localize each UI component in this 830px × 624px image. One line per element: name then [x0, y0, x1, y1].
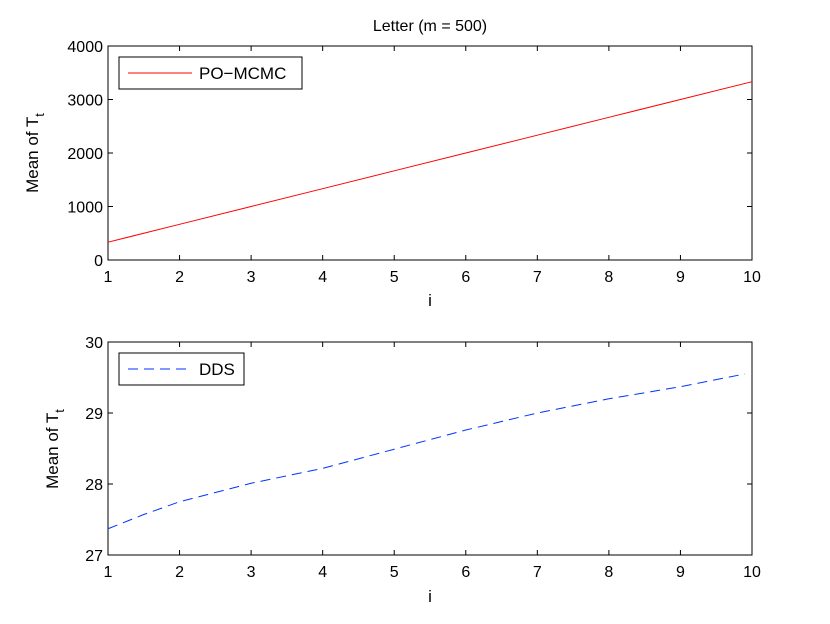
- x-tick-label: 9: [676, 269, 685, 286]
- top-y-axis-label-sub: t: [32, 113, 47, 117]
- top-y-axis-label-main: Mean of T: [23, 117, 42, 193]
- x-tick-label: 5: [390, 269, 399, 286]
- x-tick-label: 7: [533, 269, 542, 286]
- top-ticks: 1 2 3 4 5 6 7 8 9 10 0 1000 2000 3000 4000: [67, 39, 761, 286]
- bottom-y-axis-label: Mean of Tt: [43, 409, 67, 489]
- top-legend: PO−MCMC: [118, 56, 303, 90]
- x-tick-label: 8: [604, 564, 613, 581]
- bottom-x-axis-label: i: [428, 587, 432, 606]
- bottom-y-axis-label-main: Mean of T: [43, 413, 62, 489]
- bottom-panel: 1 2 3 4 5 6 7 8 9 10 27 28 29 30 i Mean of Tt DDS: [43, 335, 761, 606]
- top-x-axis-label: i: [428, 291, 432, 310]
- x-tick-label: 4: [318, 564, 327, 581]
- x-tick-label: 2: [175, 269, 184, 286]
- bottom-ticks: 1 2 3 4 5 6 7 8 9 10 27 28 29 30: [85, 335, 761, 581]
- x-tick-label: 10: [743, 564, 761, 581]
- x-tick-label: 7: [533, 564, 542, 581]
- y-tick-label: 29: [85, 406, 103, 423]
- y-tick-label: 1000: [67, 200, 103, 217]
- y-tick-label: 3000: [67, 93, 103, 110]
- x-tick-label: 1: [104, 269, 113, 286]
- bottom-series: [107, 373, 745, 530]
- y-tick-label: 4000: [67, 39, 103, 56]
- x-tick-label: 5: [390, 564, 399, 581]
- x-tick-label: 3: [247, 564, 256, 581]
- y-tick-label: 27: [85, 548, 103, 565]
- top-series: [107, 81, 753, 243]
- x-tick-label: 6: [461, 269, 470, 286]
- y-tick-label: 30: [85, 335, 103, 352]
- y-tick-label: 28: [85, 477, 103, 494]
- chart-title: Letter (m = 500): [373, 18, 487, 35]
- top-legend-label: PO−MCMC: [199, 64, 286, 83]
- x-tick-label: 4: [318, 269, 327, 286]
- y-tick-label: 0: [94, 253, 103, 270]
- top-panel: Letter (m = 500) 1 2 3 4 5 6 7 8 9 10 0 1000 2000 300…: [23, 18, 761, 310]
- bottom-y-axis-label-sub: t: [52, 409, 67, 413]
- x-tick-label: 8: [604, 269, 613, 286]
- x-tick-label: 2: [175, 564, 184, 581]
- x-tick-label: 1: [104, 564, 113, 581]
- x-tick-label: 6: [461, 564, 470, 581]
- top-y-axis-label: Mean of Tt: [23, 113, 47, 193]
- bottom-legend: DDS: [118, 352, 245, 386]
- series-line: [107, 373, 745, 530]
- y-tick-label: 2000: [67, 146, 103, 163]
- series-line: [107, 81, 753, 243]
- x-tick-label: 9: [676, 564, 685, 581]
- bottom-legend-label: DDS: [199, 360, 235, 379]
- x-tick-label: 10: [743, 269, 761, 286]
- x-tick-label: 3: [247, 269, 256, 286]
